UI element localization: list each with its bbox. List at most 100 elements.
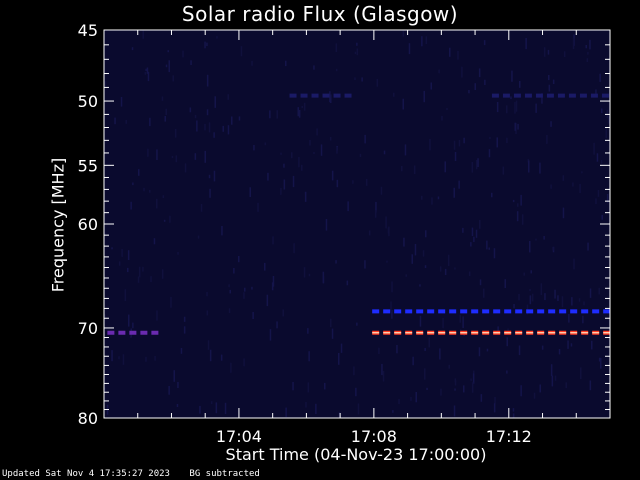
noise-streak [194,114,197,119]
noise-streak [488,247,490,250]
noise-streak [447,254,450,267]
noise-streak [439,266,442,272]
noise-streak [488,149,491,158]
noise-streak [269,329,272,341]
noise-streak [125,119,127,124]
noise-streak [150,276,152,283]
noise-streak [206,310,209,316]
noise-streak [424,368,426,380]
noise-streak [587,51,589,55]
noise-streak [565,382,567,389]
noise-streak [587,242,589,251]
noise-streak [539,384,541,393]
noise-streak [514,122,516,131]
noise-streak [213,170,216,182]
noise-streak [210,401,213,405]
noise-streak [573,258,575,270]
noise-streak [405,274,407,277]
noise-streak [483,288,485,298]
updated-timestamp: Updated Sat Nov 4 17:35:27 2023 [2,469,170,479]
noise-streak [121,249,123,257]
noise-streak [606,194,609,203]
noise-streak [330,94,332,103]
noise-streak [329,91,331,103]
noise-streak [145,68,147,71]
noise-streak [204,123,206,131]
noise-streak [213,132,215,138]
y-tick-label: 60 [78,215,98,234]
noise-streak [412,356,414,366]
noise-streak [421,195,423,200]
noise-streak [305,402,307,408]
noise-streak [128,314,130,327]
noise-streak [494,397,496,404]
noise-streak [515,122,517,134]
noise-streak [177,382,179,388]
noise-streak [567,340,569,349]
noise-streak [513,304,515,309]
noise-streak [228,284,230,288]
noise-streak [276,110,278,119]
noise-streak [475,229,478,238]
y-tick-label: 45 [78,21,98,40]
noise-streak [269,110,271,119]
noise-streak [548,75,550,81]
noise-streak [512,199,515,203]
noise-streak [354,51,357,55]
noise-streak [582,315,584,324]
noise-streak [304,191,307,202]
x-tick-label: 17:12 [486,427,532,446]
noise-streak [457,50,459,60]
noise-streak [132,182,134,186]
noise-streak [353,366,355,376]
noise-streak [238,116,241,121]
noise-streak [454,152,457,161]
noise-streak [458,180,460,189]
noise-streak [283,179,286,190]
noise-streak [283,163,285,168]
noise-streak [601,214,603,220]
noise-streak [547,49,550,55]
noise-streak [313,152,315,154]
noise-streak [497,326,499,333]
noise-streak [359,153,362,157]
noise-streak [124,289,127,301]
noise-streak [144,72,147,75]
noise-streak [142,30,144,39]
noise-streak [243,358,245,367]
noise-streak [496,102,499,113]
noise-streak [189,107,192,113]
noise-streak [137,276,140,283]
noise-streak [539,162,541,174]
noise-streak [228,308,231,313]
noise-streak [589,380,592,391]
noise-streak [478,68,481,78]
noise-streak [421,36,423,47]
noise-streak [292,175,295,188]
noise-streak [423,90,425,103]
noise-streak [600,357,602,369]
noise-streak [419,315,422,327]
noise-streak [170,296,172,308]
noise-streak [190,60,192,65]
noise-streak [523,272,525,276]
noise-streak [529,241,531,253]
noise-streak [593,142,595,155]
noise-streak [411,254,413,264]
noise-streak [266,294,269,307]
noise-streak [267,172,269,181]
noise-streak [204,150,206,163]
noise-streak [194,153,197,160]
noise-streak [285,60,287,67]
noise-streak [324,382,326,390]
noise-streak [221,226,223,236]
noise-streak [486,240,488,250]
noise-streak [220,354,223,361]
noise-streak [214,96,216,108]
noise-streak [598,357,601,362]
noise-streak [215,402,218,414]
noise-streak [535,238,537,241]
noise-streak [352,180,354,184]
noise-streak [272,276,275,287]
noise-streak [550,184,552,189]
